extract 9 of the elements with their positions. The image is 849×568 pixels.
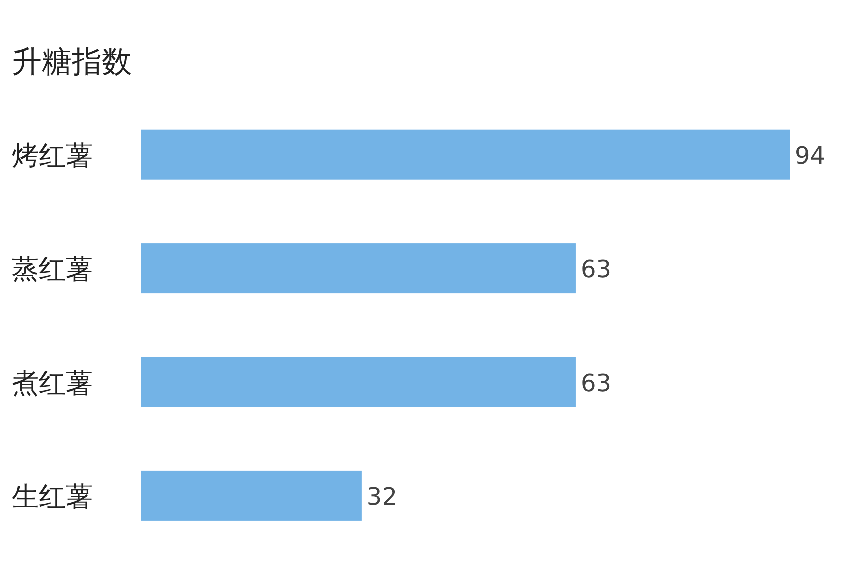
chart-title: 升糖指数 <box>12 45 132 80</box>
y-tick-label: 烤红薯 <box>12 140 93 172</box>
y-tick-label: 煮红薯 <box>12 368 93 400</box>
data-label: 94 <box>795 142 826 170</box>
y-tick-label: 蒸红薯 <box>12 254 93 286</box>
y-tick-label: 生红薯 <box>12 482 93 513</box>
data-label: 32 <box>366 482 398 511</box>
data-label: 63 <box>580 369 612 398</box>
data-label: 63 <box>580 256 612 284</box>
